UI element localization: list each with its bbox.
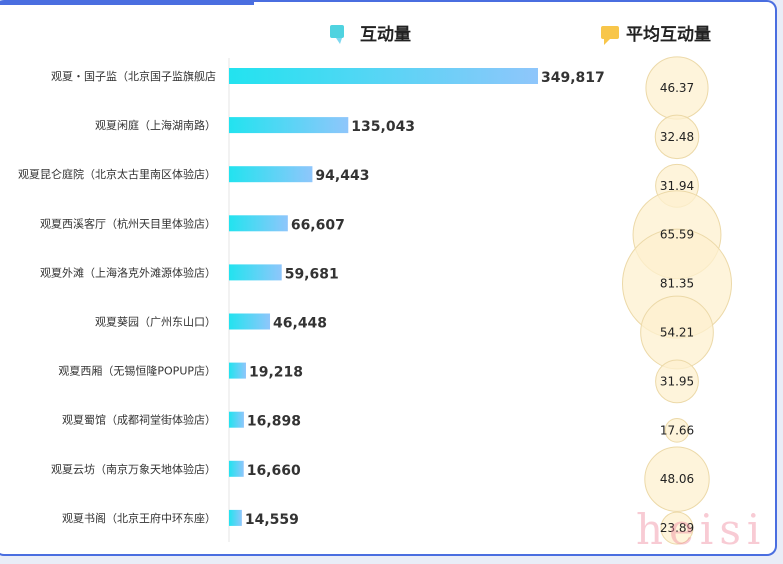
bar-row: 观夏蜀馆（成都祠堂街体验店） 16,898: [62, 411, 301, 430]
bar-value-label: 94,443: [315, 168, 369, 184]
bar-row: 观夏外滩（上海洛克外滩源体验店） 59,681: [40, 264, 339, 282]
bubble-value-label: 23.89: [660, 521, 694, 535]
bubble-value-label: 48.06: [660, 472, 694, 486]
bar-value-label: 14,559: [245, 512, 299, 528]
chat-bubble-icon: [330, 25, 344, 44]
bubble: [654, 114, 700, 160]
category-label: 观夏书阁（北京王府中环东座）: [62, 511, 216, 525]
bubble-value-label: 17.66: [660, 423, 694, 437]
category-label: 观夏・国子监（北京国子监旗舰店: [51, 69, 216, 83]
bar-row: 观夏・国子监（北京国子监旗舰店 349,817: [51, 68, 605, 86]
bubble-value-label: 31.94: [660, 179, 694, 193]
bubble-value-label: 32.48: [660, 130, 694, 144]
category-label: 观夏闲庭（上海湖南路）: [95, 118, 216, 132]
category-label: 观夏蜀馆（成都祠堂街体验店）: [62, 413, 216, 427]
category-label: 观夏云坊（南京万象天地体验店）: [51, 462, 216, 476]
category-label: 观夏外滩（上海洛克外滩源体验店）: [40, 265, 216, 279]
bubble-circle[interactable]: [664, 417, 690, 443]
bubble-value-label: 81.35: [660, 277, 694, 291]
card-accent-bar: [0, 2, 254, 5]
bar-row: 观夏昆仑庭院（北京太古里南区体验店） 94,443: [18, 166, 369, 184]
bubble-circle[interactable]: [654, 114, 700, 160]
bubble-series-header: 平均互动量: [626, 24, 711, 45]
bar-row: 观夏西溪客厅（杭州天目里体验店） 66,607: [40, 215, 345, 233]
bar-value-label: 349,817: [541, 70, 605, 86]
bar-value-label: 59,681: [285, 266, 339, 282]
bubble-header: 平均互动量: [601, 24, 711, 45]
comment-icon: [601, 26, 619, 45]
bar-series-header: 互动量: [360, 24, 411, 45]
bubble-value-label: 31.95: [660, 374, 694, 388]
bar-value-label: 16,898: [247, 414, 301, 430]
bubble: [660, 511, 694, 545]
bar[interactable]: [229, 68, 538, 84]
bubble-circle[interactable]: [644, 446, 710, 512]
bar[interactable]: [229, 313, 271, 330]
category-label: 观夏葵园（广州东山口）: [95, 316, 216, 329]
bar[interactable]: [229, 264, 282, 281]
bubble-value-label: 46.37: [660, 81, 694, 95]
bar-row: 观夏云坊（南京万象天地体验店） 16,660: [51, 460, 301, 479]
bar[interactable]: [229, 362, 246, 379]
bubble: [655, 359, 699, 404]
bar-header: 互动量: [330, 24, 411, 45]
bar[interactable]: [229, 460, 244, 477]
bar-value-label: 16,660: [247, 463, 301, 479]
bar[interactable]: [229, 215, 288, 232]
bar[interactable]: [229, 117, 349, 134]
category-label: 观夏西厢（无锡恒隆POPUP店）: [58, 364, 216, 378]
bar-value-label: 46,448: [273, 316, 327, 332]
bar-row: 观夏闲庭（上海湖南路） 135,043: [95, 117, 415, 135]
bar-row: 观夏书阁（北京王府中环东座） 14,559: [62, 509, 299, 528]
bubble: [644, 446, 710, 512]
bar[interactable]: [229, 166, 313, 183]
bubble: [664, 417, 690, 443]
bar-row: 观夏西厢（无锡恒隆POPUP店） 19,218: [58, 362, 303, 381]
bubble-value-label: 65.59: [660, 228, 694, 242]
bar[interactable]: [229, 509, 242, 526]
bubble-circle[interactable]: [655, 359, 699, 404]
bar[interactable]: [229, 411, 244, 428]
bar-value-label: 19,218: [249, 365, 303, 381]
category-label: 观夏西溪客厅（杭州天目里体验店）: [40, 216, 216, 230]
category-label: 观夏昆仑庭院（北京太古里南区体验店）: [18, 167, 216, 181]
bar-row: 观夏葵园（广州东山口） 46,448: [95, 313, 327, 332]
bubble-circle[interactable]: [660, 511, 694, 545]
watermark: heisi: [636, 505, 767, 554]
bar-value-label: 135,043: [351, 119, 415, 135]
bubble-value-label: 54.21: [660, 326, 694, 340]
bar-value-label: 66,607: [291, 217, 345, 233]
